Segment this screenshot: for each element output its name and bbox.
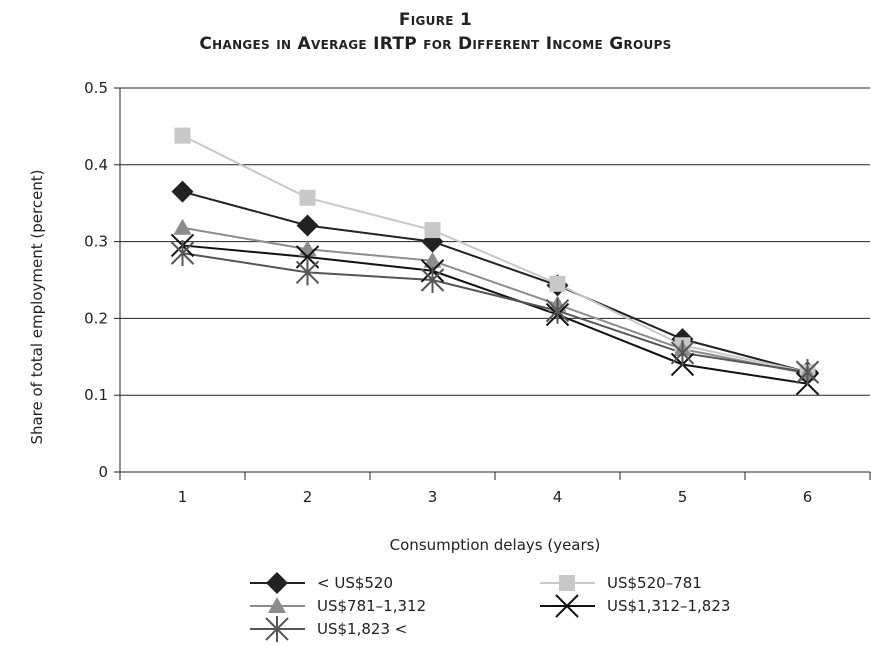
data-point-series-3 (173, 218, 192, 235)
series-line-5 (182, 252, 808, 374)
legend-marker (559, 575, 575, 591)
data-point-series-5 (545, 297, 570, 324)
x-tick-label: 4 (553, 488, 563, 506)
legend-marker (268, 597, 286, 613)
legend-label: US$1,823 < (317, 620, 407, 638)
y-axis-label: Share of total employment (percent) (28, 169, 46, 444)
figure-label: Figure 1 (398, 10, 473, 30)
series-line-4 (182, 244, 808, 385)
data-point-series-1 (296, 214, 319, 237)
gridlines (120, 87, 870, 396)
legend-marker (265, 616, 289, 642)
legend-label: US$520–781 (607, 574, 702, 592)
legend-marker (555, 594, 579, 618)
data-point-series-5 (170, 240, 195, 267)
data-point-series-5 (795, 359, 820, 386)
series-line-2 (182, 134, 808, 374)
y-tick-label: 0.1 (84, 386, 108, 404)
legend-label: < US$520 (317, 574, 393, 592)
data-point-series-2 (424, 222, 441, 239)
data-point-series-2 (549, 275, 566, 292)
data-point-series-2 (299, 189, 316, 206)
data-point-series-5 (420, 267, 445, 293)
legend: < US$520 US$520–781 US$781–1,312 US$1,312–1… (250, 572, 730, 642)
x-axis-label: Consumption delays (years) (390, 536, 601, 554)
y-tick-label: 0.5 (84, 79, 108, 97)
data-point-series-1 (171, 180, 194, 203)
data-point-series-5 (670, 339, 695, 366)
x-tick-label: 6 (803, 488, 813, 506)
data-point-series-2 (174, 127, 191, 144)
axes: 0 0.1 0.2 0.3 0.4 0.5 1 2 3 4 5 6 (84, 79, 871, 506)
data-point-series-5 (295, 259, 320, 286)
x-tick-label: 3 (428, 488, 438, 506)
legend-label: US$781–1,312 (317, 597, 426, 615)
x-tick-label: 5 (678, 488, 688, 506)
legend-marker (266, 572, 288, 594)
series-lines (182, 134, 808, 385)
y-tick-label: 0 (98, 463, 108, 481)
series-line-3 (182, 226, 808, 375)
data-point-series-3 (423, 251, 442, 268)
y-tick-label: 0.4 (84, 156, 108, 174)
x-tick-label: 2 (303, 488, 313, 506)
legend-label: US$1,312–1,823 (607, 597, 730, 615)
chart-title: Changes in Average IRTP for Different In… (199, 34, 672, 54)
series-markers (170, 127, 820, 396)
x-tick-label: 1 (178, 488, 188, 506)
series-line-1 (182, 190, 808, 374)
y-tick-label: 0.2 (84, 309, 108, 327)
y-tick-label: 0.3 (84, 233, 108, 251)
